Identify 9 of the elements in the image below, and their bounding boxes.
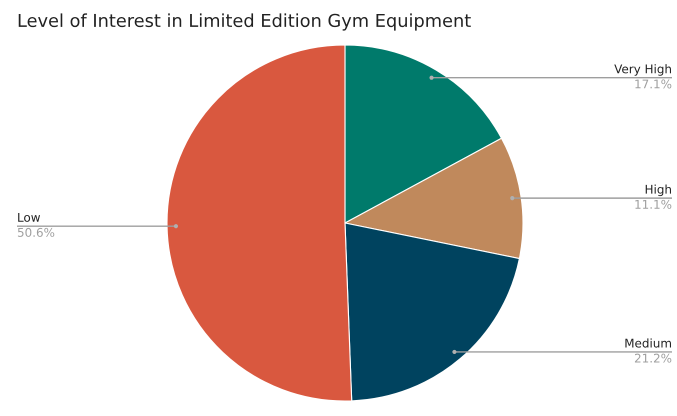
data-label: 50.6% bbox=[18, 228, 54, 237]
slice-label: Low bbox=[18, 212, 40, 222]
data-label: 21.2% bbox=[634, 354, 672, 363]
slice-label: High bbox=[646, 184, 671, 196]
data-label: 11.1% bbox=[635, 200, 672, 209]
data-label: 17.1% bbox=[635, 79, 672, 88]
slice-label: Medium bbox=[625, 338, 671, 348]
slice-label: Very High bbox=[614, 64, 671, 76]
chart-title: Level of Interest in Limited Edition Gym Equipment bbox=[18, 13, 471, 31]
